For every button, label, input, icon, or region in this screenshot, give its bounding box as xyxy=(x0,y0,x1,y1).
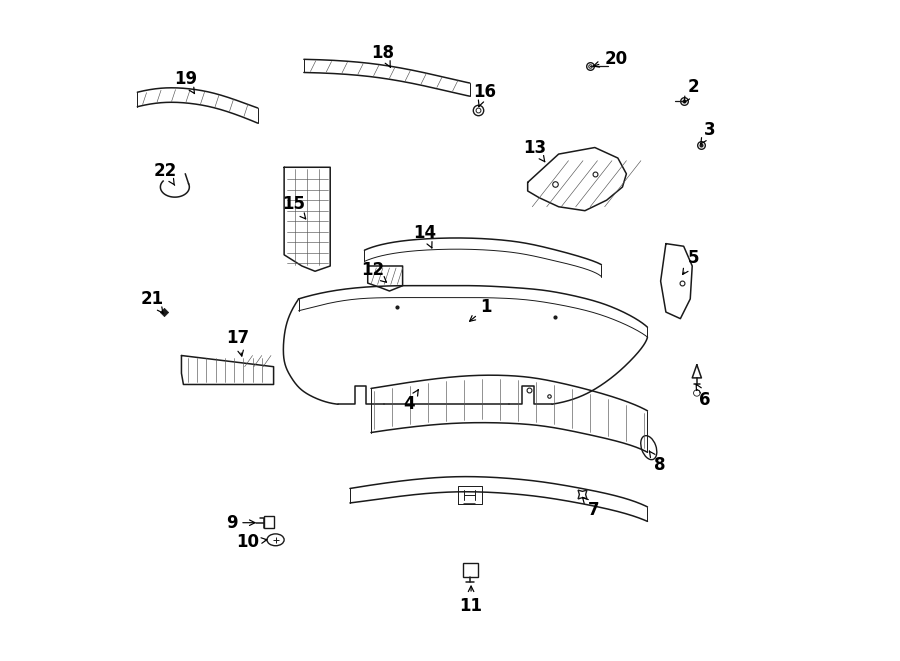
Text: 2: 2 xyxy=(684,78,699,102)
Text: 20: 20 xyxy=(593,50,627,68)
Text: 18: 18 xyxy=(372,44,394,67)
Text: 15: 15 xyxy=(282,195,306,219)
Text: 21: 21 xyxy=(141,290,164,313)
Text: 8: 8 xyxy=(649,451,665,475)
Text: 3: 3 xyxy=(700,121,716,144)
Text: 12: 12 xyxy=(361,261,386,282)
Text: 11: 11 xyxy=(460,586,482,615)
Text: 13: 13 xyxy=(523,139,545,162)
Text: 1: 1 xyxy=(470,299,492,321)
Text: 19: 19 xyxy=(174,70,197,94)
FancyBboxPatch shape xyxy=(265,516,274,528)
FancyBboxPatch shape xyxy=(464,563,478,577)
Text: 17: 17 xyxy=(227,329,249,356)
Text: 5: 5 xyxy=(682,249,699,274)
Text: 16: 16 xyxy=(472,83,496,106)
Text: 7: 7 xyxy=(582,497,599,518)
Text: 10: 10 xyxy=(237,533,267,551)
Text: 4: 4 xyxy=(403,390,418,413)
Text: 9: 9 xyxy=(226,514,255,531)
Text: 14: 14 xyxy=(413,224,436,248)
Text: 6: 6 xyxy=(697,384,710,408)
Text: 22: 22 xyxy=(154,162,177,185)
